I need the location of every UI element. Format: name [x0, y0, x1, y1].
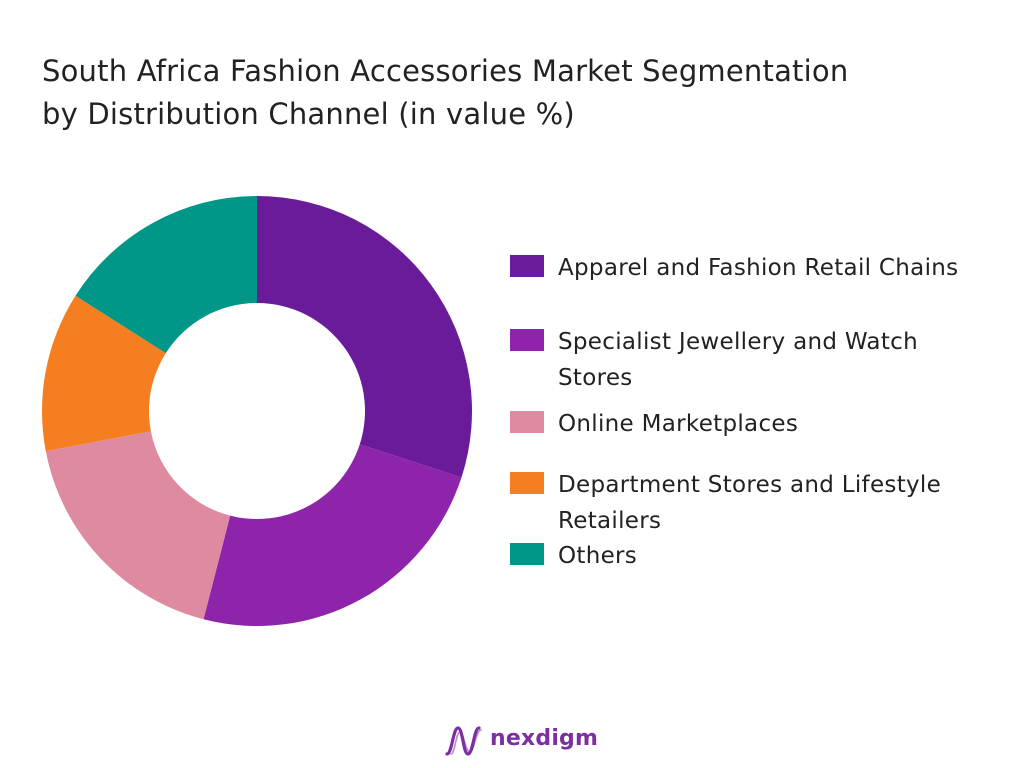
legend-label-online: Online Marketplaces	[558, 406, 1008, 442]
legend-swatch-apparel	[510, 255, 544, 277]
legend-label-apparel: Apparel and Fashion Retail Chains	[558, 250, 1008, 286]
nexdigm-wave-logo-icon	[444, 724, 484, 758]
donut-slice-apparel	[257, 196, 472, 477]
legend-label-department: Department Stores and Lifestyle Retailer…	[558, 467, 1008, 539]
legend-swatch-department	[510, 472, 544, 494]
legend-swatch-online	[510, 411, 544, 433]
legend-swatch-others	[510, 543, 544, 565]
legend-label-specialist: Specialist Jewellery and Watch Stores	[558, 324, 1008, 396]
nexdigm-logo-text: nexdigm	[490, 726, 598, 751]
legend-label-others: Others	[558, 538, 1008, 574]
legend-swatch-specialist	[510, 329, 544, 351]
nexdigm-logo: nexdigm	[444, 724, 484, 758]
donut-slice-specialist	[204, 444, 462, 626]
donut-slice-online	[46, 431, 230, 619]
